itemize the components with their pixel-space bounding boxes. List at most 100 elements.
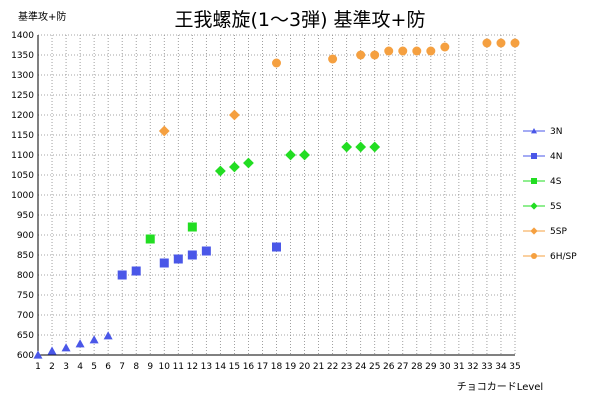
data-point: [159, 258, 169, 268]
data-point: [173, 254, 183, 264]
x-tick-label: 24: [355, 362, 367, 372]
x-tick-label: 27: [397, 362, 408, 372]
legend-entry: 5SP: [523, 227, 567, 237]
legend-marker: [531, 253, 537, 259]
data-point: [103, 331, 113, 340]
y-tick-label: 950: [17, 211, 34, 221]
data-point: [299, 149, 310, 161]
data-point: [496, 38, 506, 48]
y-tick-label: 1350: [11, 51, 34, 61]
data-point: [33, 350, 43, 359]
x-tick-label: 6: [105, 362, 111, 372]
legend-label: 4S: [550, 177, 562, 187]
data-point: [243, 157, 254, 169]
x-tick-label: 23: [341, 362, 352, 372]
x-tick-label: 32: [467, 362, 478, 372]
data-point: [187, 250, 197, 260]
y-axis-title: 基準攻+防: [18, 10, 66, 23]
data-point: [370, 50, 380, 60]
x-tick-label: 9: [147, 362, 153, 372]
x-tick-label: 19: [285, 362, 297, 372]
x-tick-label: 2: [49, 362, 55, 372]
x-tick-label: 30: [439, 362, 451, 372]
data-point: [440, 42, 450, 52]
x-tick-label: 25: [369, 362, 380, 372]
series-4n: [117, 242, 281, 280]
x-tick-label: 26: [383, 362, 395, 372]
data-point: [272, 58, 281, 68]
legend-label: 3N: [550, 127, 562, 137]
legend-label: 5SP: [550, 227, 567, 237]
legend-label: 6H/SP: [550, 252, 577, 262]
x-tick-label: 17: [257, 362, 268, 372]
x-tick-label: 22: [327, 362, 338, 372]
data-point: [272, 242, 281, 252]
data-point: [89, 335, 99, 344]
chart-title: 王我螺旋(1〜3弾) 基準攻+防: [175, 9, 426, 31]
y-tick-label: 1200: [11, 111, 34, 121]
x-tick-label: 13: [201, 362, 212, 372]
data-point: [187, 222, 197, 232]
x-tick-label: 33: [481, 362, 492, 372]
series-4s: [145, 222, 197, 244]
y-tick-label: 850: [17, 251, 34, 261]
legend-marker: [531, 128, 537, 134]
x-tick-labels: 1 2 3 4 5 6 7 8 9 10 11 12 13 14 15 16 17 18 19 20 21 22 23 24 2…: [35, 362, 521, 372]
series-5s: [214, 141, 381, 177]
data-point: [47, 346, 57, 355]
x-tick-label: 10: [159, 362, 171, 372]
data-point: [328, 54, 338, 64]
x-tick-label: 31: [453, 362, 464, 372]
y-tick-label: 750: [17, 291, 34, 301]
data-point: [158, 125, 170, 137]
y-tick-label: 800: [17, 271, 34, 281]
y-tick-label: 1300: [11, 71, 34, 81]
y-tick-label: 700: [17, 311, 34, 321]
data-points: [33, 38, 520, 359]
legend-marker: [531, 178, 537, 184]
legend-marker: [531, 153, 537, 159]
x-tick-label: 11: [173, 362, 184, 372]
x-tick-label: 35: [509, 362, 520, 372]
y-tick-label: 1100: [11, 151, 34, 161]
data-point: [285, 149, 296, 161]
data-point: [229, 161, 240, 173]
x-tick-label: 8: [133, 362, 139, 372]
data-point: [482, 38, 492, 48]
x-tick-label: 12: [187, 362, 198, 372]
data-point: [384, 46, 394, 56]
x-axis-title: チョコカードLevel: [457, 381, 543, 393]
legend-label: 4N: [550, 152, 562, 162]
data-point: [117, 270, 127, 280]
legend: 3N 4N 4S 5S 5SP 6H/SP: [523, 127, 577, 262]
y-tick-labels: 600 650 700 750 800 850 900 950 1000 1050 1100 1150…: [11, 31, 34, 361]
data-point: [412, 46, 422, 56]
data-point: [61, 343, 71, 352]
x-tick-label: 29: [425, 362, 437, 372]
x-tick-label: 18: [271, 362, 283, 372]
x-tick-label: 21: [313, 362, 324, 372]
y-tick-label: 1400: [11, 31, 34, 41]
legend-marker: [530, 227, 538, 235]
y-tick-label: 1250: [11, 91, 34, 101]
data-point: [355, 141, 367, 153]
data-point: [510, 38, 520, 48]
data-point: [201, 246, 211, 256]
data-point: [356, 50, 366, 60]
legend-label: 5S: [550, 202, 562, 212]
data-point: [145, 234, 155, 244]
data-point: [229, 109, 240, 121]
x-tick-label: 1: [35, 362, 41, 372]
y-tick-label: 600: [17, 351, 34, 361]
legend-entry: 6H/SP: [523, 252, 577, 262]
data-point: [131, 266, 141, 276]
grid-lines: [37, 34, 516, 356]
legend-entry: 5S: [523, 202, 562, 212]
x-tick-label: 7: [119, 362, 125, 372]
series-6h-sp: [272, 38, 520, 68]
x-tick-label: 28: [411, 362, 423, 372]
series-5sp: [158, 109, 240, 137]
series-3n: [33, 331, 113, 359]
x-tick-label: 14: [215, 362, 227, 372]
